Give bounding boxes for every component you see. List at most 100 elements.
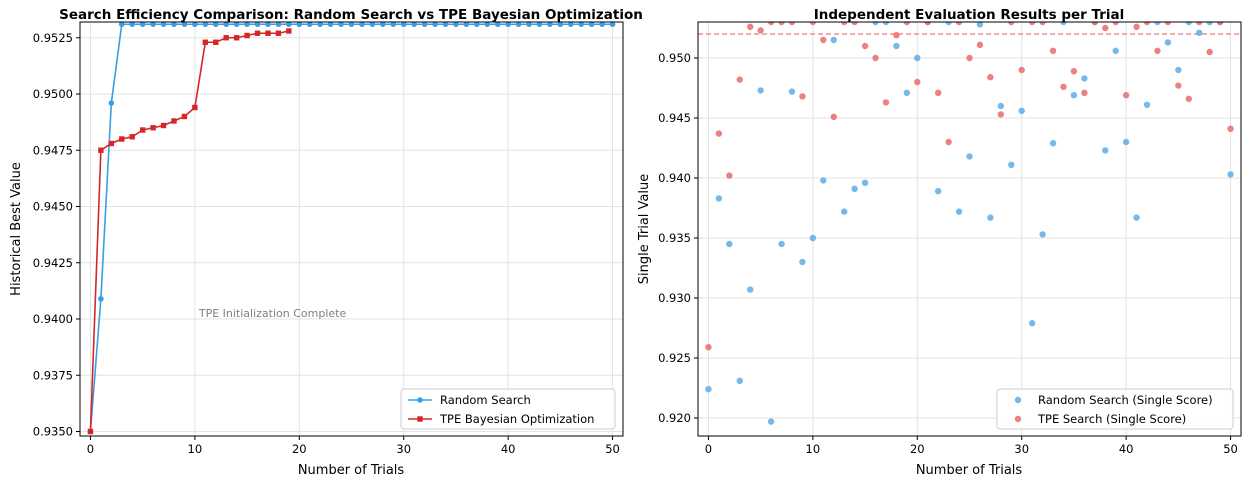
- tpe-score-point: [1227, 125, 1234, 132]
- random-score-point: [1122, 138, 1130, 146]
- random-score-point: [987, 214, 994, 221]
- tpe-score-point: [1018, 66, 1025, 74]
- random-score-point: [705, 386, 712, 393]
- random-score-point: [851, 185, 858, 192]
- random-point: [327, 22, 334, 28]
- random-score-point: [1175, 66, 1182, 74]
- tpe-score-point: [1154, 47, 1161, 54]
- tpe-score-point: [945, 138, 952, 146]
- random-point: [599, 22, 605, 28]
- random-point: [171, 22, 177, 28]
- random-point: [505, 22, 511, 28]
- random-score-point: [914, 54, 921, 62]
- random-point: [432, 22, 438, 28]
- tpe-score-point: [1081, 89, 1088, 97]
- left-x-axis-label: Number of Trials: [298, 463, 405, 478]
- random-score-point: [1164, 39, 1172, 46]
- tpe-score-point: [820, 36, 827, 44]
- tpe-score-point: [830, 113, 837, 121]
- tpe-point: [87, 428, 94, 435]
- random-point: [275, 22, 282, 28]
- random-point: [453, 22, 459, 28]
- tpe-score-point: [1122, 92, 1130, 99]
- random-score-point: [1070, 92, 1078, 99]
- right-plot-marks: [698, 22, 1241, 425]
- random-score-point: [997, 102, 1005, 110]
- tpe-score-point: [715, 130, 723, 137]
- random-score-point: [976, 22, 984, 28]
- random-score-point: [809, 234, 817, 242]
- random-point: [108, 100, 115, 106]
- random-score-point: [715, 195, 723, 202]
- tpe-score-point: [1008, 22, 1015, 26]
- left-plot-marks: [87, 22, 616, 435]
- random-point: [181, 22, 188, 28]
- random-point: [338, 22, 344, 28]
- x-tick-label: 50: [1223, 442, 1238, 456]
- tpe-point: [181, 113, 188, 120]
- x-tick-label: 20: [292, 442, 307, 456]
- random-score-point: [955, 208, 963, 215]
- random-score-point: [1049, 140, 1057, 147]
- left-chart-panel: 0 10 20 30 40 50 0.9350 0.9375 0.9400 0.9425 0.945…: [9, 7, 643, 478]
- y-tick-label: 0.9375: [33, 368, 73, 382]
- random-point: [474, 22, 480, 28]
- random-point: [380, 22, 386, 28]
- tpe-point: [265, 30, 271, 36]
- tpe-point: [192, 104, 198, 111]
- random-score-point: [1018, 107, 1025, 115]
- random-point: [160, 22, 167, 28]
- random-score-point: [934, 188, 942, 195]
- random-point: [139, 22, 146, 28]
- random-point: [129, 22, 136, 28]
- random-point: [578, 22, 585, 28]
- tpe-point: [160, 122, 167, 129]
- random-score-point: [966, 153, 973, 160]
- random-point: [567, 22, 574, 28]
- tpe-score-point: [1143, 22, 1151, 26]
- random-score-point: [861, 179, 869, 186]
- random-point: [306, 22, 313, 28]
- random-score-point: [799, 258, 806, 266]
- random-score-point: [1185, 22, 1192, 26]
- tpe-score-point: [767, 22, 775, 26]
- tpe-point: [213, 39, 219, 45]
- random-score-point: [830, 36, 837, 44]
- random-point: [536, 22, 543, 28]
- tpe-score-point: [851, 22, 858, 26]
- random-score-point: [1039, 231, 1046, 238]
- tpe-score-point: [1112, 22, 1119, 26]
- tpe-point: [202, 39, 209, 45]
- random-point: [369, 22, 376, 28]
- tpe-point: [108, 140, 115, 147]
- random-point: [265, 22, 271, 28]
- random-point: [557, 22, 564, 28]
- random-point: [254, 22, 261, 28]
- random-point: [421, 22, 428, 28]
- random-score-point: [1060, 22, 1067, 26]
- random-score-point: [1196, 29, 1203, 36]
- tpe-init-annotation: TPE Initialization Complete: [198, 307, 347, 320]
- random-point: [192, 22, 198, 28]
- random-score-point: [778, 240, 785, 248]
- legend-random-label: Random Search: [440, 393, 531, 407]
- tpe-score-point: [997, 111, 1005, 118]
- y-tick-label: 0.9350: [33, 425, 73, 439]
- left-plot-frame: [79, 21, 624, 437]
- tpe-score-point: [987, 74, 994, 81]
- random-score-point: [747, 286, 754, 293]
- x-tick-label: 50: [605, 442, 620, 456]
- random-score-point: [1143, 101, 1151, 109]
- random-score-point: [893, 42, 900, 50]
- left-legend-box: [400, 388, 616, 430]
- tpe-score-point: [705, 344, 712, 351]
- tpe-point: [98, 147, 104, 153]
- random-point: [233, 22, 240, 28]
- random-point: [484, 22, 491, 28]
- right-chart-title: Independent Evaluation Results per Trial: [814, 7, 1125, 23]
- tpe-score-point: [747, 23, 754, 30]
- random-point: [317, 22, 323, 28]
- tpe-score-point: [788, 22, 796, 26]
- x-tick-label: 30: [1014, 442, 1029, 456]
